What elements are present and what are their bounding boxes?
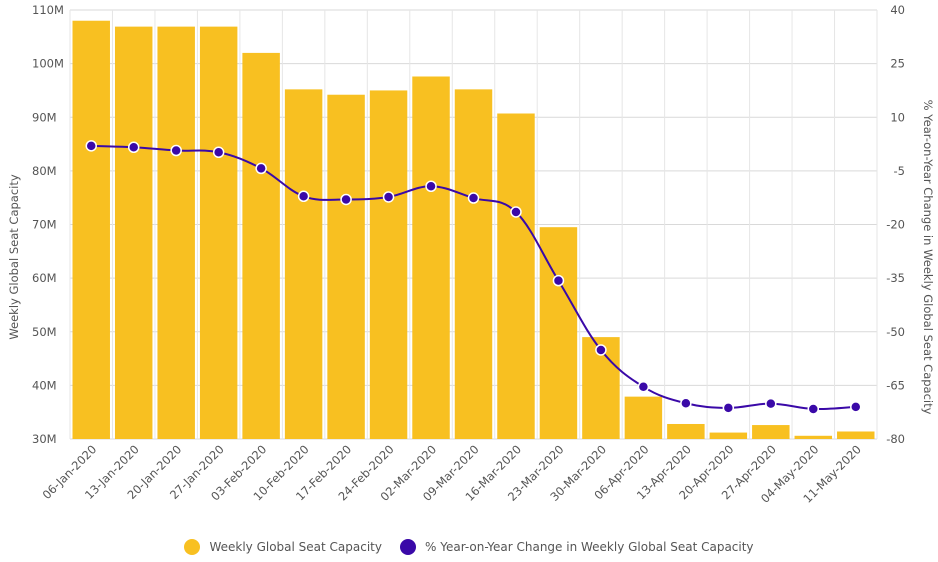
y-tick-right: 25	[890, 57, 905, 71]
x-axis-ticks: 06-Jan-202013-Jan-202020-Jan-202027-Jan-…	[40, 442, 864, 505]
line-point	[85, 140, 97, 152]
line-point	[255, 162, 267, 175]
line-point	[807, 403, 820, 415]
bar	[199, 26, 238, 440]
line-point	[595, 344, 607, 356]
legend-label-yoy-change: % Year-on-Year Change in Weekly Global S…	[425, 540, 754, 554]
bar	[667, 423, 705, 439]
line-point	[382, 191, 395, 203]
y-tick-left: 50M	[32, 325, 57, 339]
bar	[114, 26, 153, 440]
bar	[72, 20, 110, 439]
bar	[369, 90, 408, 439]
bar	[284, 89, 323, 440]
y-tick-left: 60M	[32, 271, 57, 285]
y-tick-left: 90M	[32, 110, 57, 124]
y-tick-right: 40	[890, 3, 905, 17]
line-point	[510, 206, 522, 218]
line-point	[425, 180, 437, 192]
line-point	[552, 274, 565, 287]
y-tick-right: -50	[886, 325, 905, 339]
y-tick-left: 100M	[32, 57, 64, 71]
legend-item-seat-capacity[interactable]: Weekly Global Seat Capacity	[184, 539, 382, 555]
bar	[412, 76, 450, 440]
legend: Weekly Global Seat Capacity % Year-on-Ye…	[0, 537, 938, 557]
bar	[709, 432, 748, 439]
y-tick-right: -80	[886, 432, 905, 446]
bar-series	[72, 20, 875, 440]
y-tick-right: -5	[894, 164, 905, 178]
bar	[327, 94, 365, 439]
line-point	[850, 401, 862, 413]
bar	[752, 425, 790, 439]
right-axis-title: % Year-on-Year Change in Weekly Global S…	[921, 100, 935, 415]
line-point	[212, 146, 225, 159]
y-tick-right: 10	[890, 110, 905, 124]
bar	[497, 113, 535, 439]
y-tick-right: -35	[886, 271, 905, 285]
bar	[454, 89, 493, 440]
bar	[624, 396, 663, 439]
right-axis-ticks: -80 -65 -50 -35 -20 -5 10 25 40	[886, 3, 905, 446]
legend-item-yoy-change[interactable]: % Year-on-Year Change in Weekly Global S…	[400, 539, 754, 555]
line-point	[297, 190, 310, 203]
line-series	[85, 140, 862, 415]
legend-swatch-seat-capacity	[184, 539, 201, 555]
bar	[157, 26, 195, 440]
y-tick-left: 70M	[32, 218, 57, 232]
legend-label-seat-capacity: Weekly Global Seat Capacity	[209, 540, 382, 554]
line-point	[637, 381, 650, 393]
y-tick-left: 80M	[32, 164, 57, 178]
line-point	[340, 193, 352, 206]
line-point	[765, 397, 777, 410]
y-tick-left: 30M	[32, 432, 57, 446]
line-point	[680, 397, 692, 409]
left-axis-ticks: 30M 40M 50M 60M 70M 80M 90M 100M 110M	[32, 3, 64, 446]
y-tick-right: -65	[886, 378, 905, 392]
y-tick-left: 40M	[32, 378, 57, 392]
line-point	[170, 144, 182, 157]
bar	[794, 435, 833, 439]
line-point	[722, 402, 735, 414]
bar	[539, 227, 578, 439]
y-tick-left: 110M	[32, 3, 64, 17]
legend-swatch-yoy-change	[400, 539, 416, 555]
left-axis-title: Weekly Global Seat Capacity	[7, 174, 21, 340]
line-point	[467, 192, 480, 204]
bar	[242, 52, 280, 440]
bar	[837, 431, 875, 439]
line-point	[127, 141, 140, 154]
y-tick-right: -20	[886, 218, 905, 232]
